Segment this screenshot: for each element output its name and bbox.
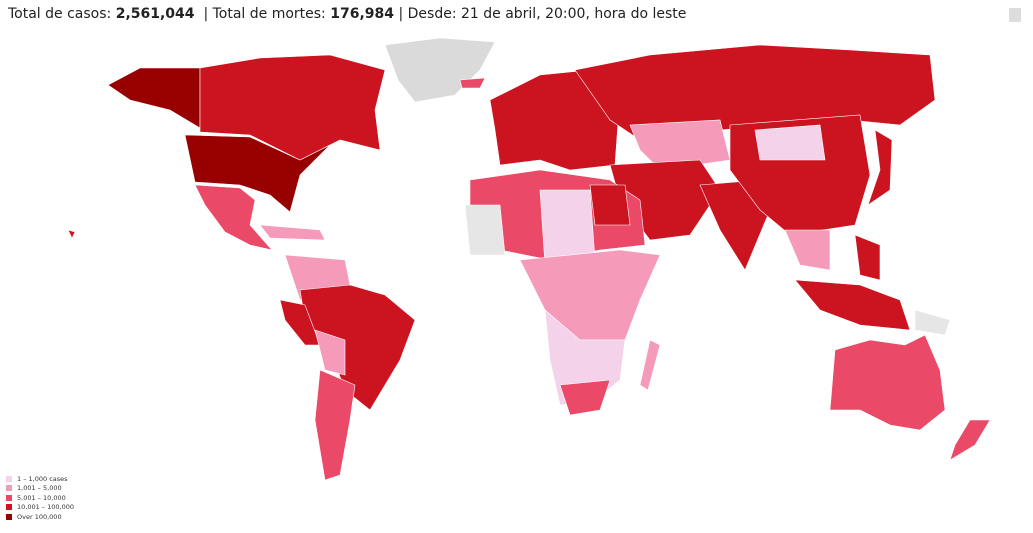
brazil <box>299 284 416 411</box>
png <box>914 309 951 336</box>
legend-swatch <box>6 513 12 520</box>
iceland <box>459 77 486 89</box>
mexico <box>194 184 273 251</box>
hawaii <box>67 229 76 239</box>
usa <box>184 134 331 213</box>
since: Desde: 21 de abril, 20:00, hora do leste <box>407 6 687 22</box>
legend-swatch <box>6 504 12 511</box>
alaska <box>107 67 201 129</box>
legend-item: 10,001 – 100,000 <box>6 503 74 513</box>
legend: 1 – 1,000 cases 1,001 – 5,000 5,001 – 10,0… <box>6 474 74 522</box>
deaths: 176,984 <box>330 6 394 22</box>
cases-label: Total de casos: <box>8 6 112 22</box>
legend-item: 1,001 – 5,000 <box>6 484 74 494</box>
cases: 2,561,044 <box>115 6 195 22</box>
legend-swatch <box>6 485 12 492</box>
new-zealand <box>949 419 991 461</box>
canada <box>199 54 386 161</box>
legend-label: 1,001 – 5,000 <box>17 484 62 493</box>
header: Total de casos: 2,561,044 | Total de mor… <box>8 6 686 22</box>
mongolia <box>754 124 826 161</box>
separator: | <box>203 6 209 22</box>
australia <box>829 334 946 431</box>
legend-swatch <box>6 494 12 501</box>
egypt <box>589 184 631 226</box>
japan <box>867 129 893 206</box>
west-africa <box>464 204 506 256</box>
south-africa <box>559 379 611 416</box>
legend-item: Over 100,000 <box>6 512 74 522</box>
legend-label: 10,001 – 100,000 <box>17 503 75 512</box>
peru <box>279 299 321 346</box>
greenland <box>384 37 496 103</box>
philippines <box>854 234 881 281</box>
madagascar <box>639 339 661 391</box>
legend-item: 5,001 – 10,000 <box>6 493 74 503</box>
legend-label: Over 100,000 <box>17 512 62 521</box>
se-asia <box>784 229 831 271</box>
europe <box>489 69 621 171</box>
bolivia <box>314 329 346 376</box>
legend-item: 1 – 1,000 cases <box>6 474 74 484</box>
caribbean <box>259 224 326 241</box>
separator: | <box>398 6 404 22</box>
deaths-label: Total de mortes: <box>212 6 326 22</box>
menu-icon[interactable] <box>1009 8 1021 22</box>
central-africa <box>519 249 661 341</box>
argentina-chile <box>314 369 356 481</box>
indonesia <box>794 279 911 331</box>
legend-label: 1 – 1,000 cases <box>17 474 68 483</box>
legend-label: 5,001 – 10,000 <box>17 493 66 502</box>
legend-swatch <box>6 475 12 482</box>
